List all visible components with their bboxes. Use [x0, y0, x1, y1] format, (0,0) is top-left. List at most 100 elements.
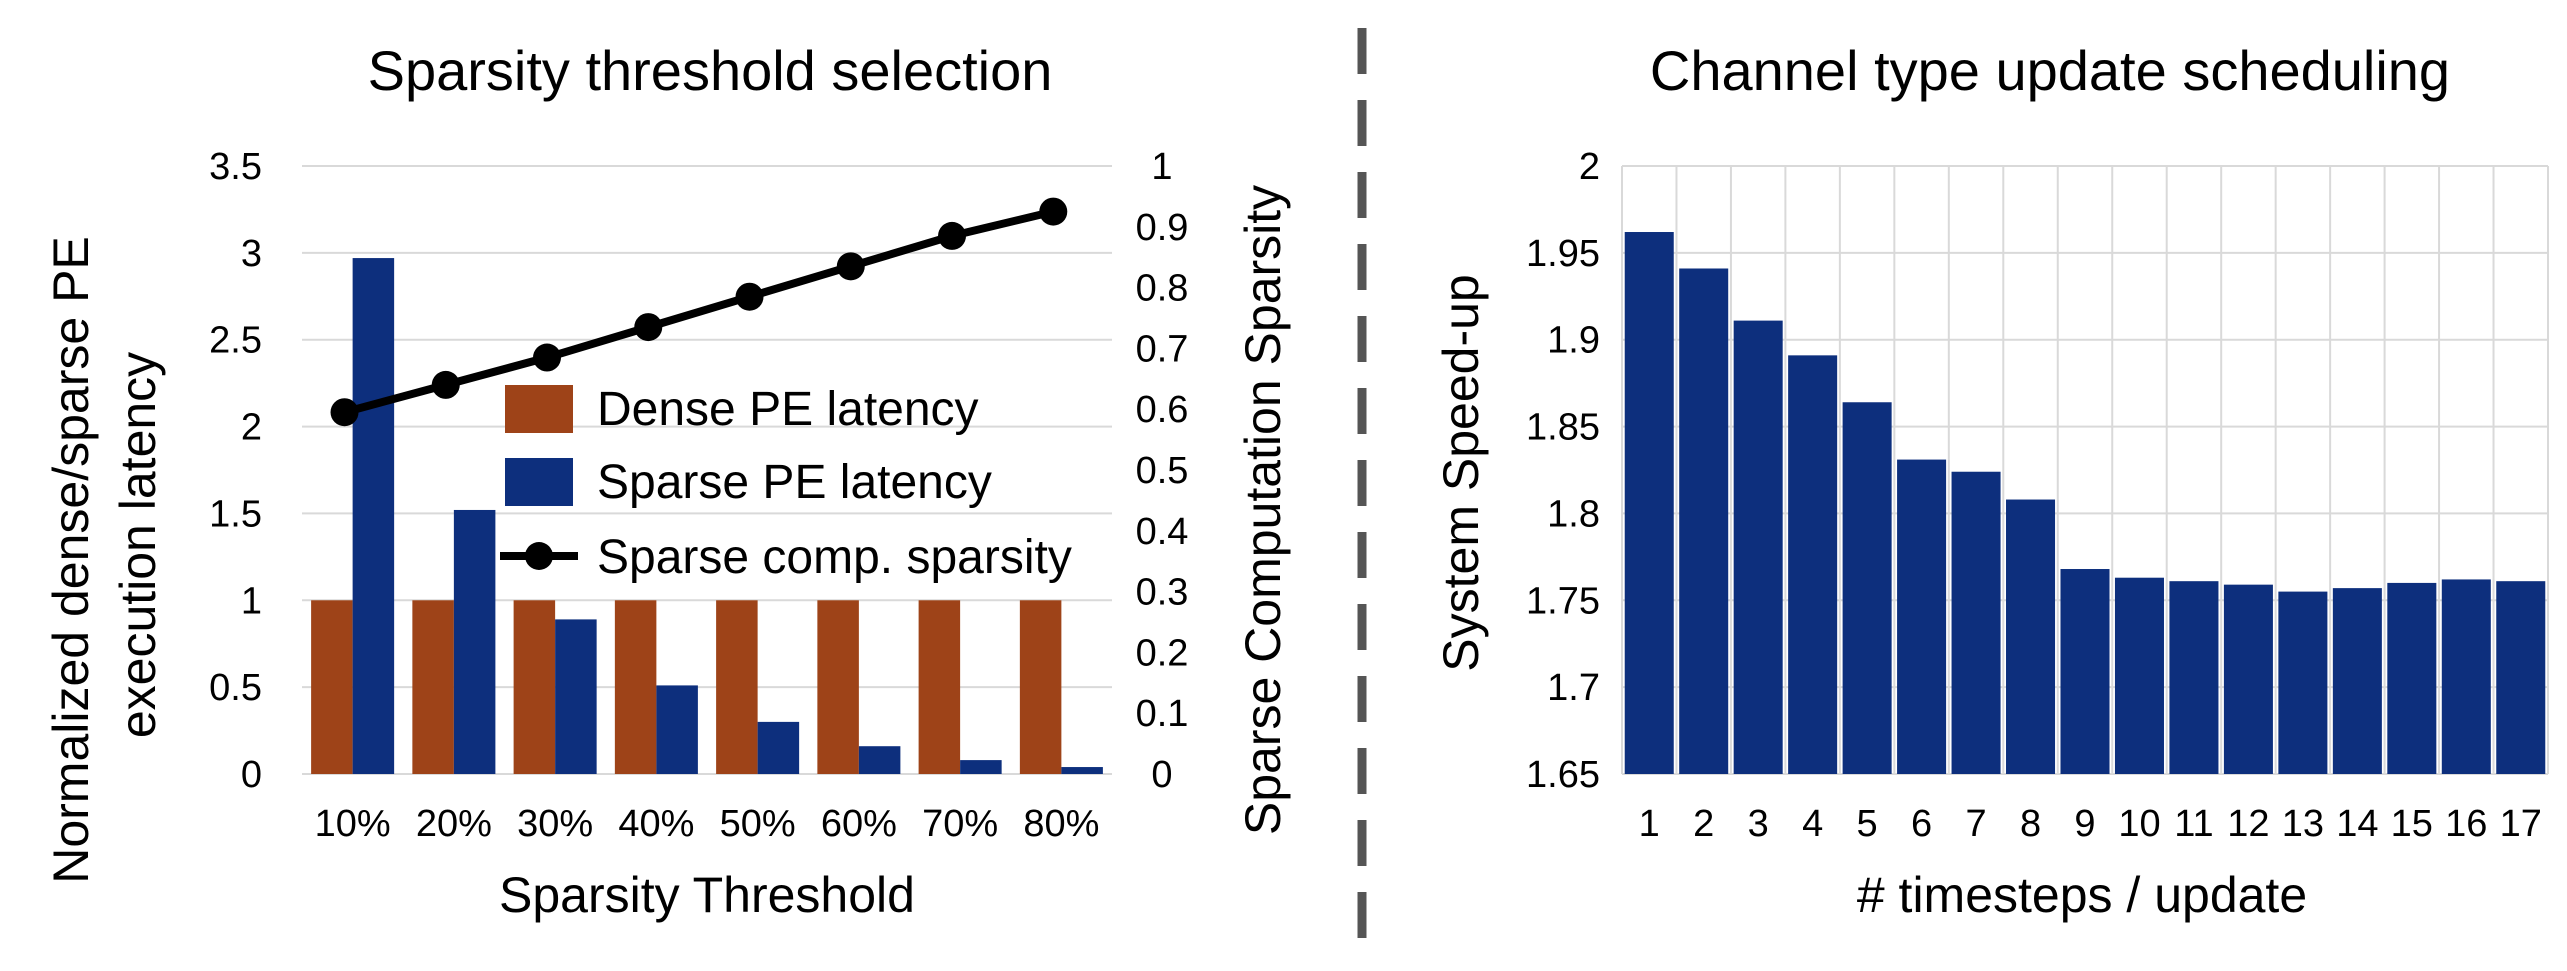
sparse-latency-bar: [453, 509, 496, 774]
chart1-x-axis-ticks: 10% 20% 30% 40% 50% 60% 70% 80%: [315, 803, 1100, 845]
chart1-xtick-label: 40%: [618, 803, 694, 845]
chart2-bars: [1624, 232, 2546, 775]
chart1-ytick-label: 1: [241, 580, 262, 622]
speedup-bar: [2278, 591, 2328, 774]
dense-latency-bar: [817, 600, 859, 774]
chart2-ytick-label: 1.8: [1547, 493, 1600, 535]
sparse-latency-bar: [757, 721, 800, 774]
sparse-latency-bar: [858, 746, 901, 774]
speedup-bar: [1679, 268, 1729, 774]
chart2-xtick-label: 2: [1693, 803, 1714, 845]
speedup-bar: [1842, 402, 1892, 774]
dense-latency-bar: [513, 600, 556, 774]
chart2-xtick-label: 12: [2227, 803, 2269, 845]
chart1-xtick-label: 20%: [416, 803, 492, 845]
chart1-ytick-label: 3: [241, 233, 262, 275]
sparsity-line-path: [343, 207, 1055, 417]
speedup-bar: [1788, 355, 1838, 774]
chart2-xtick-label: 10: [2118, 803, 2160, 845]
chart2-ytick-label: 1.65: [1526, 754, 1600, 796]
chart2-x-axis-ticks: 1 2 3 4 5 6 7 8 9 10 11 12 13 14 15 16 17: [1639, 803, 2542, 845]
chart1-x-axis-label: Sparsity Threshold: [499, 867, 915, 923]
sparsity-line-point: [735, 282, 764, 311]
sparsity-line-point: [634, 313, 663, 342]
dense-latency-bar: [412, 600, 454, 774]
chart1-y-axis-label-line2: execution latency: [110, 352, 166, 738]
speedup-bar: [1951, 471, 2001, 774]
sparse-latency-bar: [960, 760, 1002, 774]
chart1-y2tick-label: 0.4: [1136, 511, 1189, 553]
sparsity-line-point: [431, 370, 460, 399]
sparsity-line-point: [533, 343, 562, 372]
chart2-xtick-label: 3: [1748, 803, 1769, 845]
speedup-bar: [2441, 579, 2491, 774]
chart2-ytick-label: 2: [1579, 146, 1600, 188]
chart2-y-axis-ticks: 1.65 1.7 1.75 1.8 1.85 1.9 1.95 2: [1526, 146, 1600, 796]
chart2-xtick-label: 7: [1965, 803, 1986, 845]
chart1-ytick-label: 1.5: [209, 493, 262, 535]
legend-label-sparsity: Sparse comp. sparsity: [597, 531, 1072, 584]
sparse-latency-bar: [352, 258, 395, 774]
chart2-xtick-label: 5: [1857, 803, 1878, 845]
chart1-ytick-label: 0.5: [209, 667, 262, 709]
legend-label-dense: Dense PE latency: [597, 383, 979, 436]
chart2-ytick-label: 1.95: [1526, 233, 1600, 275]
speedup-bar: [1897, 459, 1947, 774]
chart1-y2tick-label: 0.2: [1136, 632, 1189, 674]
chart1-y2tick-label: 0: [1151, 754, 1172, 796]
speedup-bar: [2060, 569, 2110, 774]
chart1-xtick-label: 30%: [517, 803, 593, 845]
speedup-bar: [2114, 577, 2164, 774]
chart1-title: Sparsity threshold selection: [368, 39, 1053, 102]
speedup-bar: [2223, 584, 2273, 774]
chart1-y2tick-label: 0.8: [1136, 268, 1189, 310]
chart1-y-axis-label-line1: Normalized dense/sparse PE: [43, 236, 99, 884]
chart1-y2tick-label: 0.9: [1136, 207, 1189, 249]
chart2-xtick-label: 14: [2336, 803, 2378, 845]
chart2-ytick-label: 1.7: [1547, 667, 1600, 709]
speedup-bar: [2169, 581, 2219, 774]
speedup-bar: [1733, 320, 1783, 774]
dense-latency-bar: [918, 600, 961, 774]
channel-update-chart: Channel type update scheduling 1.65 1.7 1.…: [1433, 39, 2549, 923]
chart1-ytick-label: 2.5: [209, 320, 262, 362]
chart2-xtick-label: 13: [2282, 803, 2324, 845]
chart1-ytick-label: 3.5: [209, 146, 262, 188]
chart2-xtick-label: 15: [2391, 803, 2433, 845]
chart1-xtick-label: 50%: [720, 803, 796, 845]
chart1-y2tick-label: 0.5: [1136, 450, 1189, 492]
chart2-xtick-label: 16: [2445, 803, 2487, 845]
sparsity-line-point: [938, 221, 967, 250]
chart1-y2-axis-label: Sparse Computation Sparsity: [1235, 185, 1291, 835]
chart1-xtick-label: 10%: [315, 803, 391, 845]
dense-latency-bar: [1019, 600, 1062, 774]
chart2-ytick-label: 1.75: [1526, 580, 1600, 622]
chart1-y2tick-label: 0.1: [1136, 693, 1189, 735]
dense-latency-bar: [716, 600, 758, 774]
sparsity-line-point: [836, 252, 865, 281]
legend-label-sparse: Sparse PE latency: [597, 456, 992, 509]
chart1-y2tick-label: 1: [1151, 146, 1172, 188]
chart2-title: Channel type update scheduling: [1650, 39, 2450, 102]
chart1-legend: Dense PE latency Sparse PE latency Spars…: [500, 383, 1072, 584]
speedup-bar: [2332, 588, 2382, 774]
chart2-y-axis-label: System Speed-up: [1433, 274, 1489, 671]
chart1-sparsity-line: [330, 197, 1068, 427]
sparse-latency-bar: [1061, 767, 1103, 774]
sparse-latency-bar: [656, 685, 698, 774]
speedup-bar: [2006, 499, 2056, 774]
sparsity-line-point: [1039, 197, 1068, 226]
chart1-y2tick-label: 0.6: [1136, 389, 1189, 431]
chart1-ytick-label: 2: [241, 407, 262, 449]
chart2-xtick-label: 17: [2500, 803, 2542, 845]
speedup-bar: [1624, 232, 1674, 775]
chart2-xtick-label: 1: [1639, 803, 1660, 845]
chart1-xtick-label: 80%: [1023, 803, 1099, 845]
legend-swatch-dense: [505, 385, 573, 433]
chart2-ytick-label: 1.9: [1547, 320, 1600, 362]
dense-latency-bar: [311, 600, 353, 774]
speedup-bar: [2387, 582, 2437, 774]
chart1-y2tick-label: 0.7: [1136, 328, 1189, 370]
chart1-ytick-label: 0: [241, 754, 262, 796]
chart2-xtick-label: 9: [2074, 803, 2095, 845]
